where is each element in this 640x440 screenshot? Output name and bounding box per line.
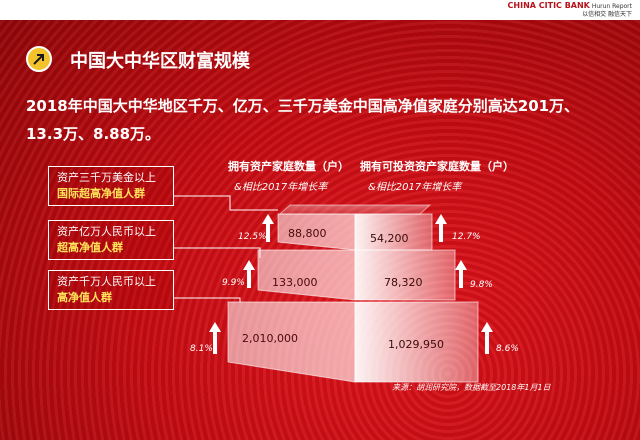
pyramid-middle-left-face <box>257 249 356 301</box>
top-bar: CHINA CITIC BANK Hurun Report 以信相交 融信天下 <box>0 0 640 20</box>
source-note: 来源：胡润研究院，数据截至2018年1月1日 <box>392 383 551 392</box>
connector-line <box>174 247 261 258</box>
connector-line <box>174 195 278 211</box>
tier-label-line1: 资产三千万美金以上 <box>57 171 156 184</box>
value-right-bottom: 1,029,950 <box>388 338 444 351</box>
tier-label-line2: 高净值人群 <box>57 291 112 304</box>
column-subtitle-left: &相比2017年增长率 <box>234 182 328 193</box>
brand-slogan: 以信相交 融信天下 <box>582 11 632 18</box>
pyramid-bottom-right-face <box>354 301 479 383</box>
value-left-top: 88,800 <box>288 227 327 240</box>
growth-right-top: 12.7% <box>452 232 481 242</box>
value-left-middle: 133,000 <box>272 276 318 289</box>
growth-left-bottom: 8.1% <box>190 344 213 354</box>
tier-label-line1: 资产亿万人民币以上 <box>57 225 156 238</box>
value-left-bottom: 2,010,000 <box>242 332 298 345</box>
tier-label-top: 资产三千万美金以上 国际超高净值人群 <box>48 166 174 206</box>
pyramid-top-right-face <box>354 213 433 251</box>
growth-arrow-icon <box>209 214 274 354</box>
arrow-circle-icon <box>26 46 52 72</box>
growth-right-middle: 9.8% <box>470 280 493 290</box>
pyramid-middle-right-face <box>354 249 456 301</box>
growth-left-middle: 9.9% <box>222 278 245 288</box>
tier-label-line1: 资产千万人民币以上 <box>57 275 156 288</box>
growth-right-bottom: 8.6% <box>496 344 519 354</box>
growth-arrow-icon <box>435 214 493 354</box>
tier-label-line2: 超高净值人群 <box>57 241 123 254</box>
brand-logo: CHINA CITIC BANK Hurun Report 以信相交 融信天下 <box>508 2 632 19</box>
headline: 2018年中国大中华地区千万、亿万、三千万美金中国高净值家庭分别高达201万、1… <box>26 97 580 143</box>
column-title-left: 拥有资产家庭数量（户） <box>228 160 349 173</box>
pyramid-top-cap <box>278 204 432 215</box>
tier-label-middle: 资产亿万人民币以上 超高净值人群 <box>48 220 174 260</box>
tier-label-line2: 国际超高净值人群 <box>57 187 145 200</box>
brand-name: CHINA CITIC BANK <box>507 1 590 10</box>
section-title: 中国大中华区财富规模 <box>70 51 250 72</box>
tier-label-bottom: 资产千万人民币以上 高净值人群 <box>48 270 174 310</box>
growth-left-top: 12.5% <box>238 232 267 242</box>
column-subtitle-right: &相比2017年增长率 <box>368 182 462 193</box>
value-right-top: 54,200 <box>370 232 409 245</box>
column-title-right: 拥有可投资资产家庭数量（户） <box>360 160 514 173</box>
connector-line <box>174 297 241 302</box>
brand-mark: Hurun Report <box>591 3 632 10</box>
value-right-middle: 78,320 <box>384 276 423 289</box>
